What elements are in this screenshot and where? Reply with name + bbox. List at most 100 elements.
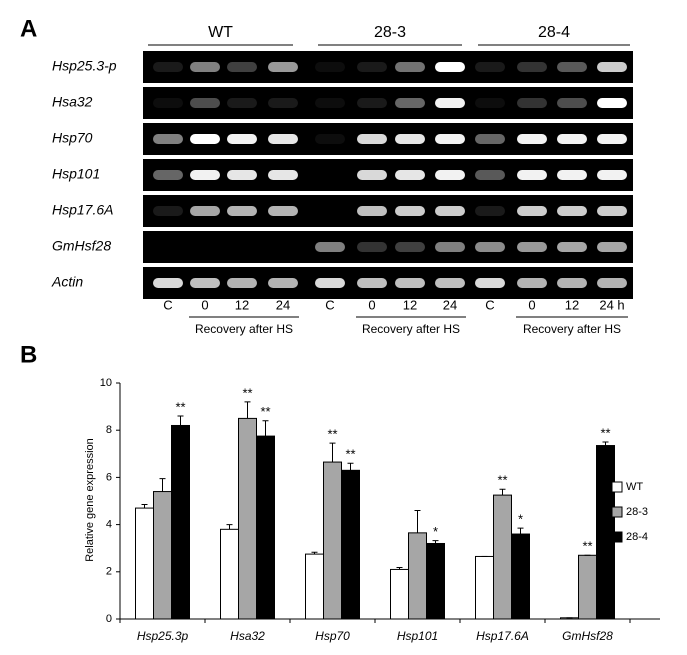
gel-band [395,98,425,108]
gel-band [315,134,345,144]
gel-band [315,242,345,252]
gel-band [597,242,627,252]
y-axis-label: Relative gene expression [84,438,96,562]
gel-band [517,170,547,180]
gel-band [227,62,257,72]
error-bar [329,442,336,463]
gel-band [357,170,387,180]
x-tick-label: Hsa32 [230,629,265,643]
gel-band [190,98,220,108]
gel-band [268,206,298,216]
gel-band [435,134,465,144]
gel-band [517,98,547,108]
gel-band [315,98,345,108]
gel-band [190,134,220,144]
legend-swatch [611,506,623,518]
bar [578,554,597,620]
y-tick-label: 0 [106,613,112,625]
gel-strip [143,231,633,263]
lane-label: C [325,297,334,312]
gel-band [475,242,505,252]
bar [493,494,512,620]
gel-band [268,98,298,108]
gel-band [435,278,465,288]
gel-band [475,206,505,216]
error-bar [226,524,233,530]
recovery-label: Recovery after HS [362,322,460,336]
lane-label: 12 [565,297,579,312]
recovery-label: Recovery after HS [523,322,621,336]
gel-band [395,134,425,144]
error-bar [311,551,318,555]
gel-band [190,62,220,72]
gel-band [597,170,627,180]
gel-band [190,206,220,216]
significance-label: ** [260,404,270,419]
gel-band [153,170,183,180]
gel-band [153,206,183,216]
lane-label: 12 [235,297,249,312]
gel-band [357,206,387,216]
gel-band [475,98,505,108]
legend-swatch [611,531,623,543]
gel-band [475,170,505,180]
significance-label: ** [327,427,337,442]
gel-band [153,242,183,252]
group-label: 28-4 [538,24,570,41]
y-tick-label: 2 [106,566,112,578]
gel-band [475,134,505,144]
gel-band [315,278,345,288]
gel-band [435,242,465,252]
error-bar [244,401,251,419]
bar [390,568,409,620]
gel-band [357,98,387,108]
gel-band [227,242,257,252]
significance-label: ** [582,539,592,554]
gel-band [153,134,183,144]
lane-label: C [485,297,494,312]
gel-band [557,206,587,216]
lane-label: 0 [368,297,375,312]
gel-band [227,134,257,144]
error-bar [517,527,524,535]
y-tick-label: 6 [106,471,112,483]
gel-band [435,170,465,180]
lane-label: C [163,297,172,312]
gel-band [153,98,183,108]
panel-label: A [20,15,37,42]
gel-band [190,242,220,252]
gene-label: Hsp17.6A [52,202,113,218]
gel-band [315,170,345,180]
gel-band [597,278,627,288]
x-tick-label: Hsp25.3p [137,629,189,643]
gene-label: Hsp25.3-p [52,58,117,74]
gel-band [395,242,425,252]
bar [220,528,239,620]
error-bar [141,504,148,509]
x-tick-label: Hsp70 [315,629,350,643]
gel-band [153,62,183,72]
gel-strip [143,195,633,227]
lane-label: 0 [201,297,208,312]
bar [511,533,530,620]
gel-band [517,278,547,288]
gel-band [517,206,547,216]
gel-band [315,62,345,72]
legend-label: WT [626,481,643,493]
error-bar [347,462,354,471]
bar [426,542,445,620]
significance-label: ** [242,385,252,400]
gel-band [557,98,587,108]
gel-band [227,170,257,180]
error-bar [396,567,403,570]
x-tick-label: Hsp17.6A [476,629,529,643]
gene-label: Hsp101 [52,166,100,182]
gel-band [435,98,465,108]
lane-label: 0 [528,297,535,312]
gel-band [268,278,298,288]
gel-band [557,170,587,180]
lane-label: 24 [443,297,457,312]
bar [323,461,342,620]
gel-band [597,134,627,144]
